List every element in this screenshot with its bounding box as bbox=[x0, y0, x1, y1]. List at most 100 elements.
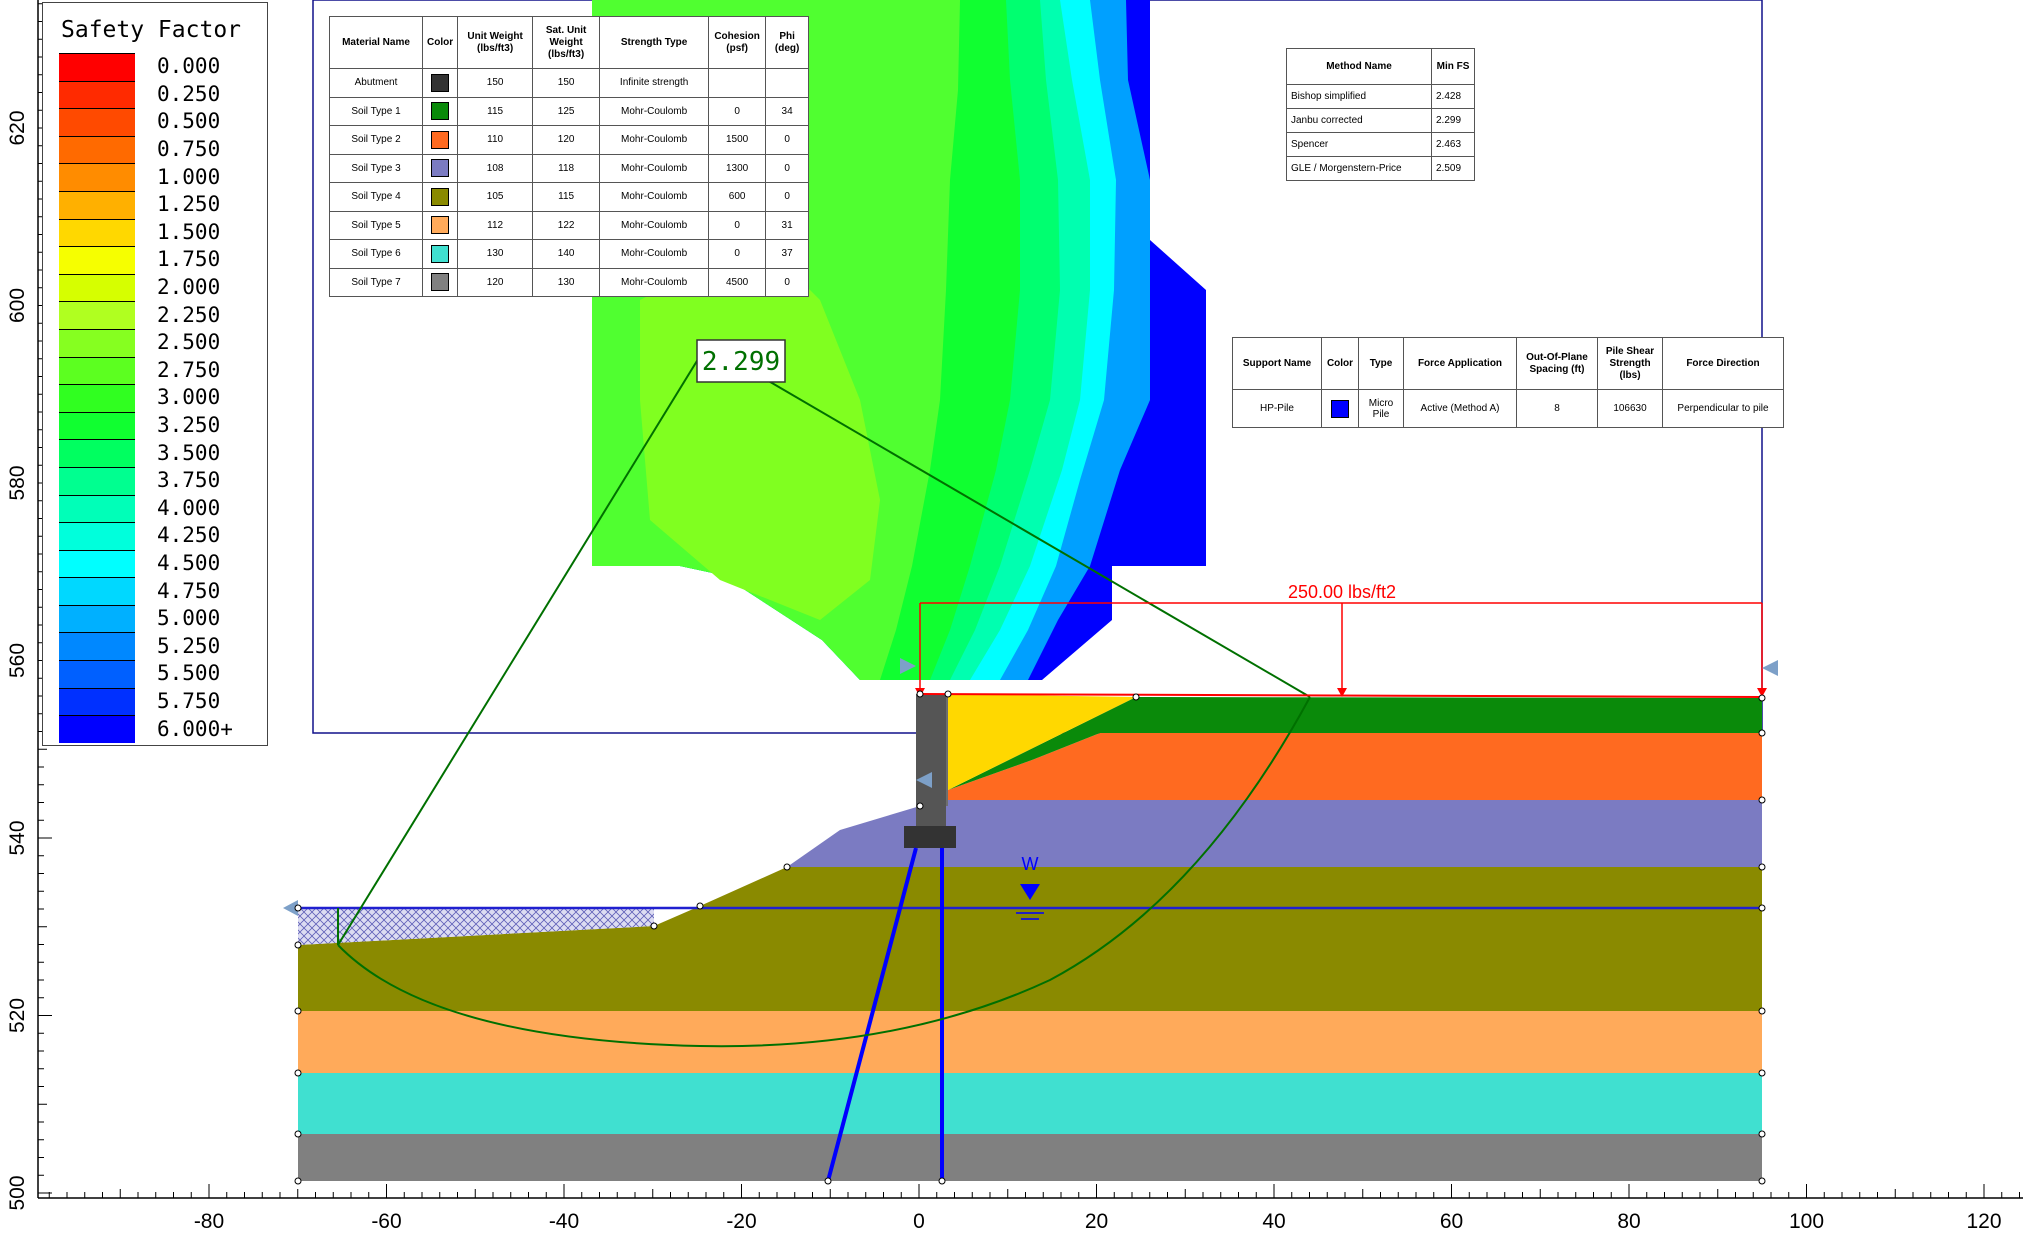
color-swatch bbox=[431, 216, 450, 235]
method-name: Bishop simplified bbox=[1286, 84, 1432, 109]
legend-swatch bbox=[59, 356, 135, 385]
material-name: Soil Type 1 bbox=[329, 96, 423, 126]
soil-type-4-layer bbox=[298, 867, 1762, 1011]
column-header: Force Application bbox=[1403, 337, 1517, 390]
legend-item: 1.000 bbox=[59, 163, 233, 191]
legend-label: 0.750 bbox=[157, 137, 221, 162]
x-axis-ticks: -80 -60 -40 -20 0 20 40 60 80 100 120 bbox=[48, 1184, 2020, 1233]
column-header: Sat. Unit Weight (lbs/ft3) bbox=[532, 16, 601, 69]
column-header: Force Direction bbox=[1662, 337, 1784, 390]
color-cell bbox=[421, 239, 459, 269]
legend-swatch bbox=[59, 384, 135, 412]
min-fs-label: 2.299 bbox=[702, 347, 780, 377]
column-header: Material Name bbox=[329, 16, 423, 69]
x-tick-label: -80 bbox=[194, 1210, 224, 1233]
color-swatch bbox=[431, 273, 450, 292]
cohesion: 0 bbox=[708, 239, 767, 269]
soil-type-7-layer bbox=[298, 1134, 1762, 1181]
legend-swatch bbox=[59, 439, 135, 467]
strength-type: Mohr-Coulomb bbox=[599, 239, 710, 269]
sat-unit-weight: 130 bbox=[532, 267, 601, 297]
phi: 0 bbox=[765, 267, 810, 297]
safety-factor-legend: Safety Factor 0.000 0.250 0.500 0.750 1.000 1… bbox=[42, 2, 268, 746]
column-header: Type bbox=[1358, 337, 1404, 390]
critical-slip-surface[interactable] bbox=[337, 696, 1311, 1048]
legend-label: 1.250 bbox=[157, 192, 221, 217]
method-name: Janbu corrected bbox=[1286, 108, 1432, 133]
legend-item: 3.250 bbox=[59, 411, 233, 440]
column-header: Strength Type bbox=[599, 16, 710, 69]
column-header: Out-Of-Plane Spacing (ft) bbox=[1516, 337, 1598, 390]
material-name: Soil Type 5 bbox=[329, 210, 423, 240]
legend-item: 0.250 bbox=[59, 80, 233, 109]
legend-item: 1.250 bbox=[59, 190, 233, 219]
x-tick-label: 60 bbox=[1440, 1210, 1463, 1233]
unit-weight: 120 bbox=[457, 267, 534, 297]
table-row: Soil Type 2 110 120 Mohr-Coulomb 1500 0 bbox=[329, 125, 810, 155]
boundary-marker-top-icon[interactable] bbox=[900, 658, 916, 674]
phi: 31 bbox=[765, 210, 810, 240]
legend-label: 4.250 bbox=[157, 523, 221, 548]
boundary-marker-left-icon[interactable] bbox=[283, 900, 298, 916]
phi: 37 bbox=[765, 239, 810, 269]
legend-item: 1.750 bbox=[59, 246, 233, 274]
material-name: Soil Type 4 bbox=[329, 182, 423, 212]
geometry-vertices[interactable] bbox=[294, 690, 1766, 1185]
legend-swatch bbox=[59, 466, 135, 495]
unit-weight: 130 bbox=[457, 239, 534, 269]
table-row: Soil Type 3 108 118 Mohr-Coulomb 1300 0 bbox=[329, 153, 810, 183]
material-name: Soil Type 6 bbox=[329, 239, 423, 269]
legend-swatch bbox=[59, 108, 135, 136]
legend-item: 2.000 bbox=[59, 273, 233, 302]
table-row: Soil Type 6 130 140 Mohr-Coulomb 0 37 bbox=[329, 239, 810, 269]
legend-label: 4.500 bbox=[157, 550, 221, 575]
boundary-marker-wall-icon[interactable] bbox=[916, 772, 932, 788]
x-tick-label: 40 bbox=[1262, 1210, 1285, 1233]
legend-label: 4.750 bbox=[157, 578, 221, 603]
legend-label: 3.750 bbox=[157, 468, 221, 493]
color-cell bbox=[421, 96, 459, 126]
y-tick-label: 620 bbox=[6, 110, 29, 145]
color-swatch bbox=[431, 130, 450, 149]
x-tick-label: -20 bbox=[726, 1210, 756, 1233]
sat-unit-weight: 125 bbox=[532, 96, 601, 126]
boundary-marker-right-icon[interactable] bbox=[1762, 660, 1778, 676]
legend-swatch bbox=[59, 632, 135, 661]
phi: 0 bbox=[765, 125, 810, 155]
method-table-panel: Method Name Min FS Bishop simplified 2.428… bbox=[1286, 48, 1475, 181]
legend-label: 0.000 bbox=[157, 54, 221, 79]
table-row: Soil Type 5 112 122 Mohr-Coulomb 0 31 bbox=[329, 210, 810, 240]
column-header: Support Name bbox=[1232, 337, 1322, 390]
water-label: W bbox=[1022, 854, 1039, 874]
color-cell bbox=[421, 182, 459, 212]
micro-pile-battered[interactable] bbox=[826, 847, 918, 1182]
legend-swatch bbox=[59, 577, 135, 605]
legend-swatch bbox=[59, 687, 135, 716]
column-header: Cohesion (psf) bbox=[708, 16, 767, 69]
legend-label: 2.500 bbox=[157, 330, 221, 355]
material-name: Soil Type 2 bbox=[329, 125, 423, 155]
phi bbox=[765, 68, 810, 98]
soil-type-6-layer bbox=[298, 1073, 1762, 1134]
legend-swatch bbox=[59, 494, 135, 523]
legend-label: 1.000 bbox=[157, 164, 221, 189]
slip-center-radius-left bbox=[337, 355, 701, 946]
material-name: Soil Type 7 bbox=[329, 267, 423, 297]
soil-profile bbox=[298, 694, 1762, 1181]
legend-swatch bbox=[59, 273, 135, 302]
x-tick-label: 0 bbox=[913, 1210, 925, 1233]
sat-unit-weight: 118 bbox=[532, 153, 601, 183]
phi: 0 bbox=[765, 182, 810, 212]
min-fs-label-box[interactable] bbox=[696, 339, 786, 383]
legend-label: 5.750 bbox=[157, 688, 221, 713]
legend-title: Safety Factor bbox=[61, 17, 242, 43]
legend-label: 5.500 bbox=[157, 661, 221, 686]
color-swatch bbox=[1331, 399, 1349, 418]
legend-swatch bbox=[59, 246, 135, 274]
method-name: Spencer bbox=[1286, 132, 1432, 157]
force-application: Active (Method A) bbox=[1403, 389, 1517, 428]
x-tick-label: -40 bbox=[549, 1210, 579, 1233]
distributed-load[interactable] bbox=[915, 602, 1767, 698]
table-row: Soil Type 1 115 125 Mohr-Coulomb 0 34 bbox=[329, 96, 810, 126]
